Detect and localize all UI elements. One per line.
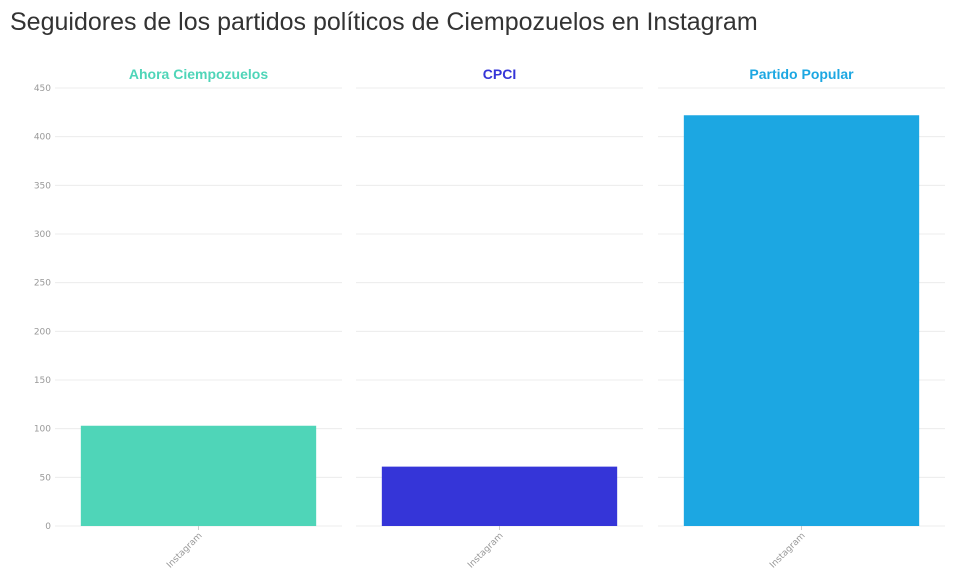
y-tick-label: 450 xyxy=(34,84,51,94)
y-tick-label: 0 xyxy=(45,522,51,532)
x-tick-label: Instagram xyxy=(165,531,204,570)
y-tick-label: 300 xyxy=(34,230,51,240)
bar[interactable] xyxy=(80,425,317,526)
y-tick-label: 400 xyxy=(34,133,51,143)
chart-title: Seguidores de los partidos políticos de … xyxy=(10,8,758,36)
y-tick-label: 100 xyxy=(34,425,51,435)
x-tick-label: Instagram xyxy=(768,531,807,570)
y-tick-label: 350 xyxy=(34,181,51,191)
panel-ahora-ciempozuelos: Ahora Ciempozuelos Instagram xyxy=(55,66,342,571)
bar[interactable] xyxy=(381,466,618,526)
bar[interactable] xyxy=(683,115,920,527)
panel-partido-popular: Partido Popular Instagram xyxy=(658,66,945,571)
x-tick-label: Instagram xyxy=(466,531,505,570)
panel-title: Ahora Ciempozuelos xyxy=(129,66,268,82)
y-tick-label: 200 xyxy=(34,327,51,337)
y-tick-label: 150 xyxy=(34,376,51,386)
y-tick-label: 250 xyxy=(34,279,51,289)
panel-cpci: CPCI Instagram xyxy=(356,66,643,571)
y-tick-label: 50 xyxy=(40,473,52,483)
panel-title: Partido Popular xyxy=(749,66,854,82)
panel-title: CPCI xyxy=(483,66,516,82)
